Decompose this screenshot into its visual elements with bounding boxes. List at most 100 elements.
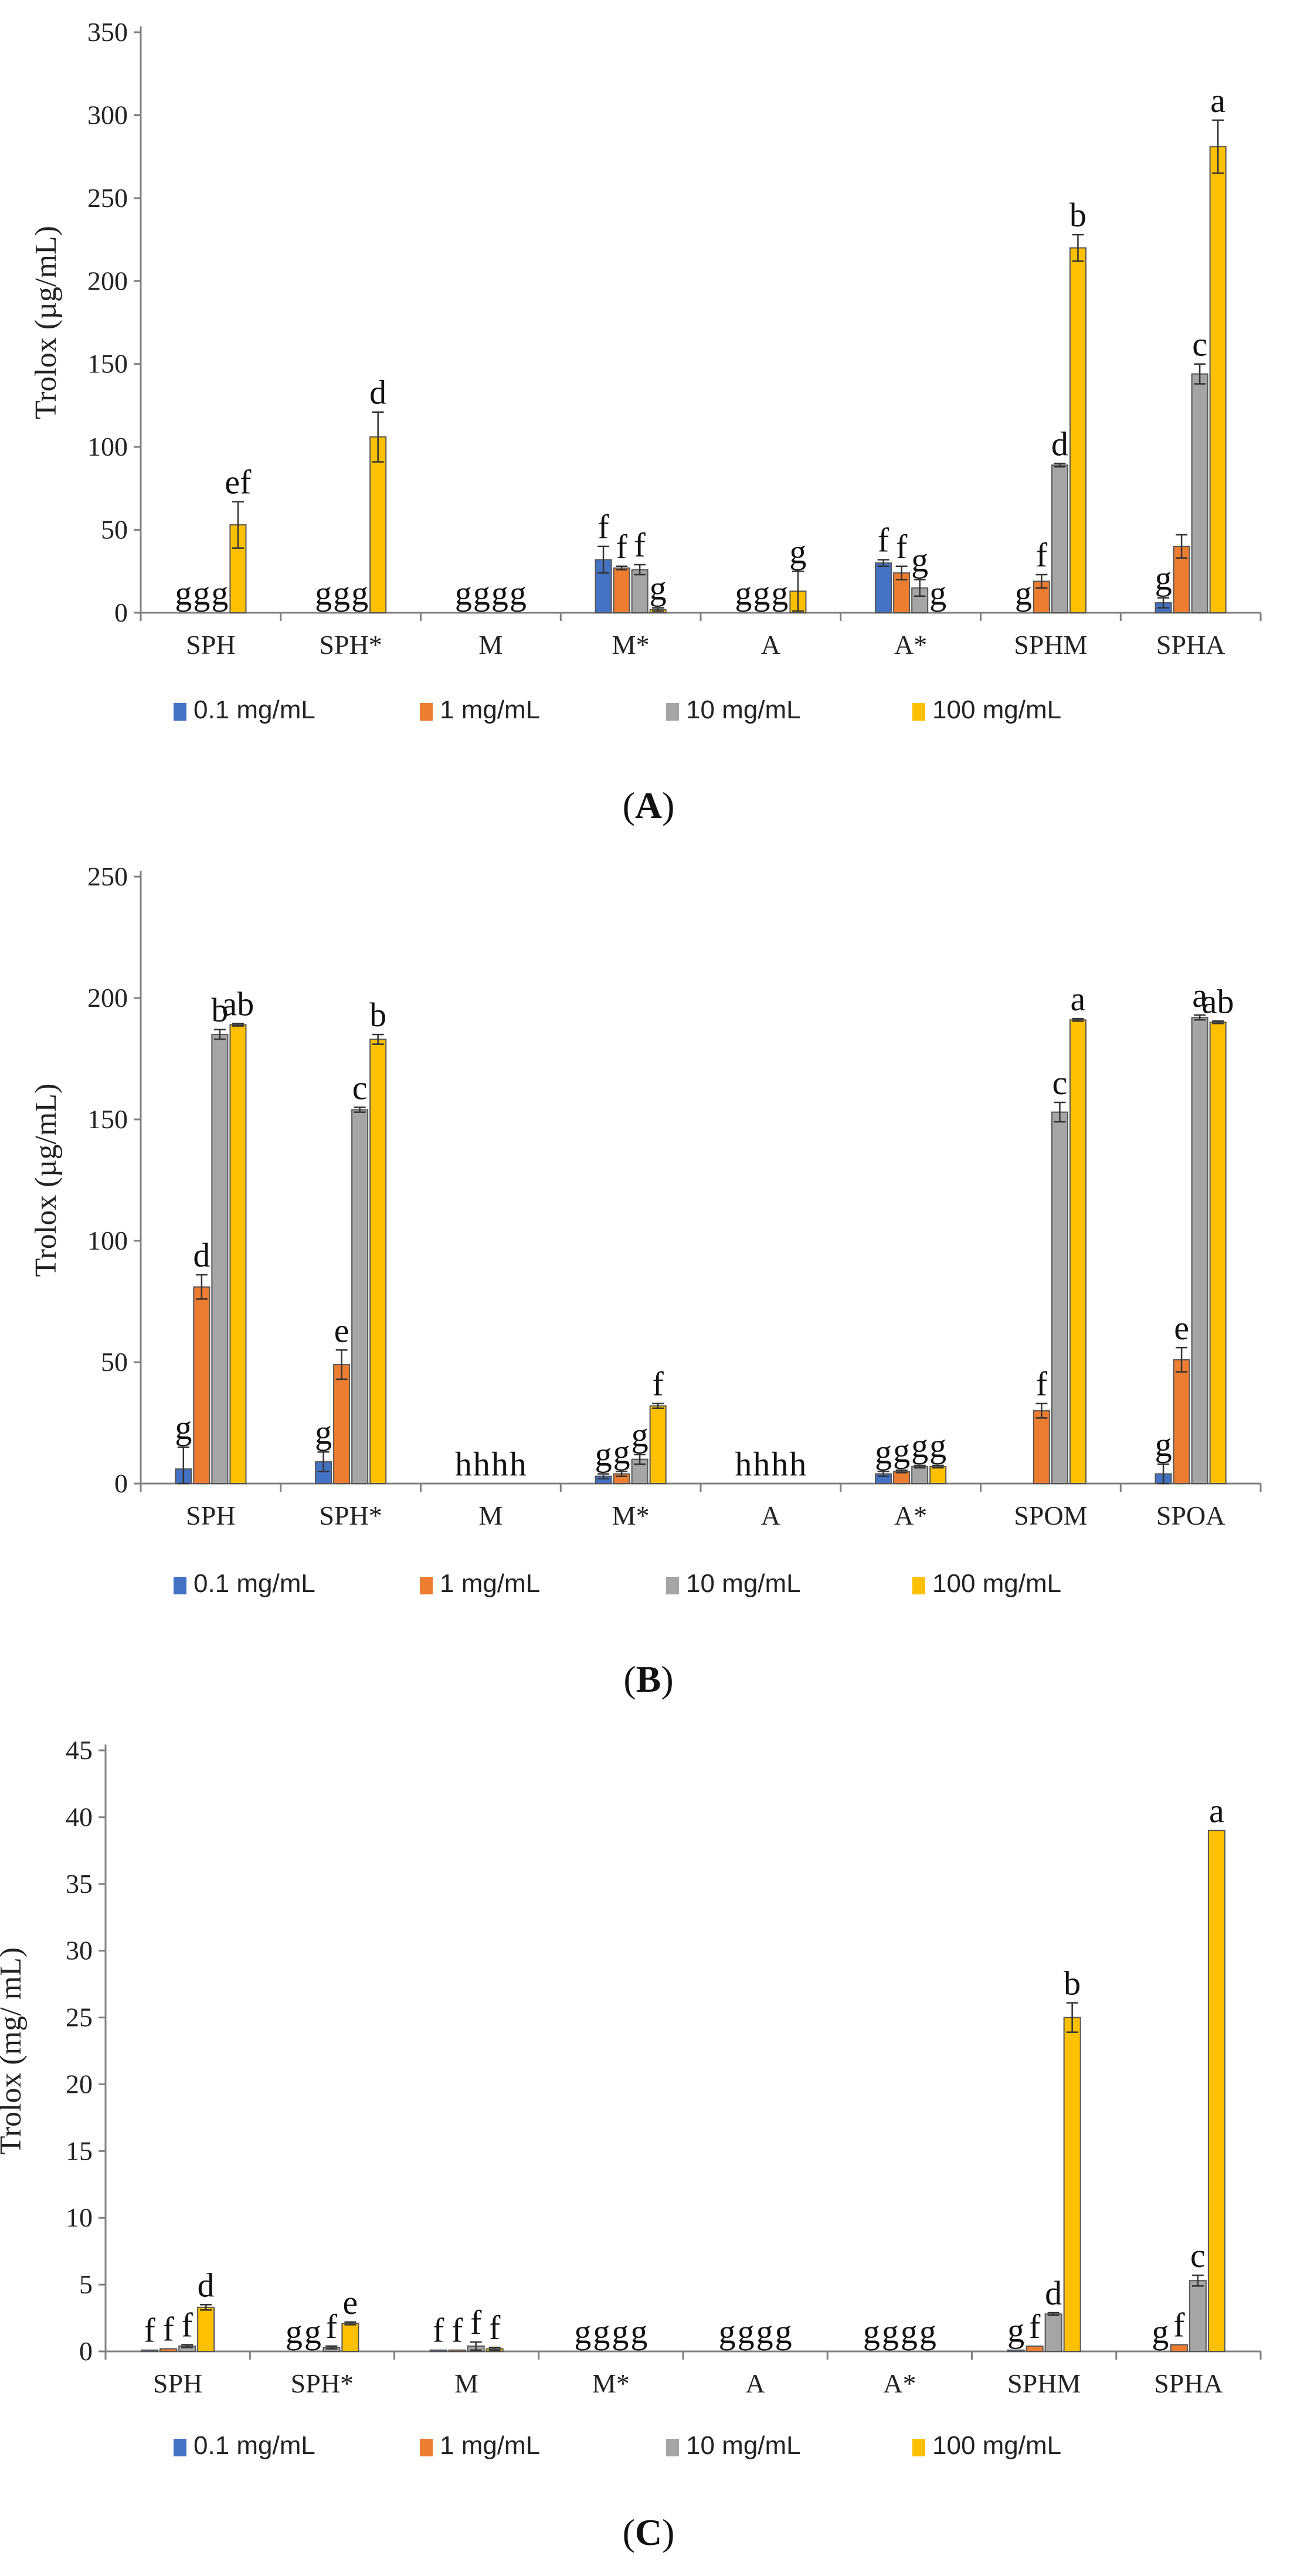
- bar-a-m-star-s1: [613, 567, 630, 614]
- bar-b-sph-s3: [229, 1024, 247, 1485]
- significance-letter: h: [753, 1445, 770, 1483]
- legend-swatch: [912, 703, 925, 721]
- significance-letter: a: [1192, 976, 1207, 1014]
- x-category-label: M*: [592, 2368, 630, 2398]
- significance-letter: d: [193, 1236, 210, 1274]
- legend-swatch: [174, 1577, 186, 1594]
- significance-letter: b: [1069, 196, 1087, 234]
- significance-letter: h: [473, 1445, 490, 1483]
- x-category-label: SPOM: [1014, 1501, 1087, 1530]
- significance-letter: g: [775, 2313, 792, 2351]
- x-category-label: SPH*: [319, 1501, 382, 1530]
- caption-letter: C: [635, 2511, 662, 2553]
- legend-swatch: [420, 2439, 433, 2456]
- significance-letter: g: [286, 2313, 303, 2351]
- y-tick-label: 300: [87, 100, 128, 130]
- significance-letter: g: [193, 574, 210, 612]
- y-tick-label: 250: [87, 861, 128, 891]
- x-category-label: SPHA: [1156, 630, 1225, 660]
- x-category-label: A*: [894, 630, 927, 660]
- bar-b-a-star-s3: [929, 1466, 947, 1485]
- significance-letter: f: [896, 528, 908, 566]
- significance-letter: f: [1029, 2307, 1041, 2346]
- significance-letter: f: [451, 2312, 463, 2350]
- y-tick-label: 0: [114, 1468, 128, 1498]
- significance-letter: g: [911, 1427, 928, 1465]
- y-tick-label: 100: [87, 1226, 128, 1255]
- legend-swatch: [174, 2439, 186, 2456]
- significance-letter: ab: [222, 985, 254, 1023]
- significance-letter: g: [455, 574, 472, 612]
- caption-paren-close: ): [661, 1658, 673, 1700]
- bar-a-m-star-s2: [631, 569, 648, 614]
- panel-caption: (C): [623, 2511, 675, 2553]
- y-tick-label: 50: [101, 1347, 128, 1377]
- significance-letter: g: [735, 574, 752, 612]
- significance-letter: g: [650, 569, 667, 607]
- bar-b-sph-s2: [211, 1034, 229, 1484]
- significance-letter: g: [613, 1433, 630, 1471]
- significance-letter: h: [789, 1445, 806, 1483]
- legend-swatch: [666, 2439, 679, 2456]
- x-category-label: SPH*: [291, 2368, 354, 2398]
- significance-letter: f: [1173, 2306, 1185, 2344]
- significance-letter: h: [771, 1445, 788, 1483]
- panel-caption: (A): [623, 785, 675, 826]
- x-category-label: SPHM: [1007, 2368, 1081, 2398]
- legend-swatch: [420, 1577, 433, 1594]
- significance-letter: g: [1155, 559, 1172, 598]
- bar-c-m-s1: [448, 2349, 466, 2352]
- x-category-label: M*: [612, 630, 650, 660]
- significance-letter: f: [181, 2306, 193, 2344]
- legend-swatch: [420, 703, 433, 721]
- significance-letter: d: [1045, 2274, 1062, 2312]
- x-category-label: A*: [894, 1501, 927, 1530]
- bar-b-sph-star-s1: [333, 1364, 351, 1484]
- y-tick-label: 150: [87, 349, 128, 379]
- caption-paren-open: (: [623, 2511, 635, 2553]
- legend-label: 100 mg/mL: [932, 2431, 1061, 2460]
- bar-c-sphm-s2: [1044, 2313, 1062, 2352]
- significance-letter: f: [144, 2312, 155, 2350]
- significance-letter: e: [1174, 1309, 1189, 1347]
- bar-c-spha-s2: [1189, 2280, 1207, 2353]
- x-category-label: SPH: [186, 630, 235, 660]
- bar-a-sphm-s2: [1051, 464, 1068, 613]
- legend-swatch: [912, 2439, 925, 2456]
- significance-letter: g: [612, 2313, 629, 2351]
- bar-c-m-s0: [429, 2349, 447, 2352]
- significance-letter: g: [929, 574, 946, 612]
- significance-letter: g: [175, 1409, 192, 1447]
- bar-b-spom-s3: [1069, 1019, 1087, 1484]
- significance-letter: g: [315, 1413, 332, 1451]
- significance-letter: c: [1052, 1064, 1068, 1102]
- significance-letter: g: [901, 2313, 918, 2351]
- legend-label: 0.1 mg/mL: [193, 1569, 315, 1598]
- x-category-label: SPH: [186, 1501, 235, 1530]
- significance-letter: g: [631, 1416, 648, 1454]
- legend-label: 1 mg/mL: [440, 1569, 540, 1598]
- significance-letter: f: [878, 521, 889, 559]
- legend-label: 0.1 mg/mL: [193, 2431, 315, 2460]
- significance-letter: b: [211, 991, 228, 1029]
- x-category-label: A*: [883, 2368, 916, 2398]
- significance-letter: g: [304, 2313, 321, 2351]
- y-tick-label: 150: [87, 1104, 128, 1134]
- significance-letter: f: [326, 2307, 338, 2346]
- significance-letter: g: [491, 574, 508, 612]
- legend-label: 0.1 mg/mL: [193, 695, 315, 724]
- significance-letter: h: [735, 1445, 752, 1483]
- significance-letter: f: [1036, 536, 1048, 574]
- significance-letter: b: [369, 996, 386, 1034]
- significance-letter: f: [653, 1365, 664, 1403]
- significance-letter: e: [334, 1311, 349, 1349]
- x-category-label: M: [454, 2368, 478, 2398]
- x-category-label: SPOA: [1156, 1501, 1225, 1530]
- y-tick-label: 35: [66, 1869, 93, 1899]
- legend-label: 1 mg/mL: [440, 2431, 540, 2460]
- y-tick-label: 350: [87, 17, 128, 47]
- significance-letter: d: [369, 374, 386, 412]
- bar-b-spom-s1: [1033, 1410, 1050, 1485]
- significance-letter: g: [882, 2313, 899, 2351]
- bar-c-sphm-s0: [1007, 2349, 1025, 2352]
